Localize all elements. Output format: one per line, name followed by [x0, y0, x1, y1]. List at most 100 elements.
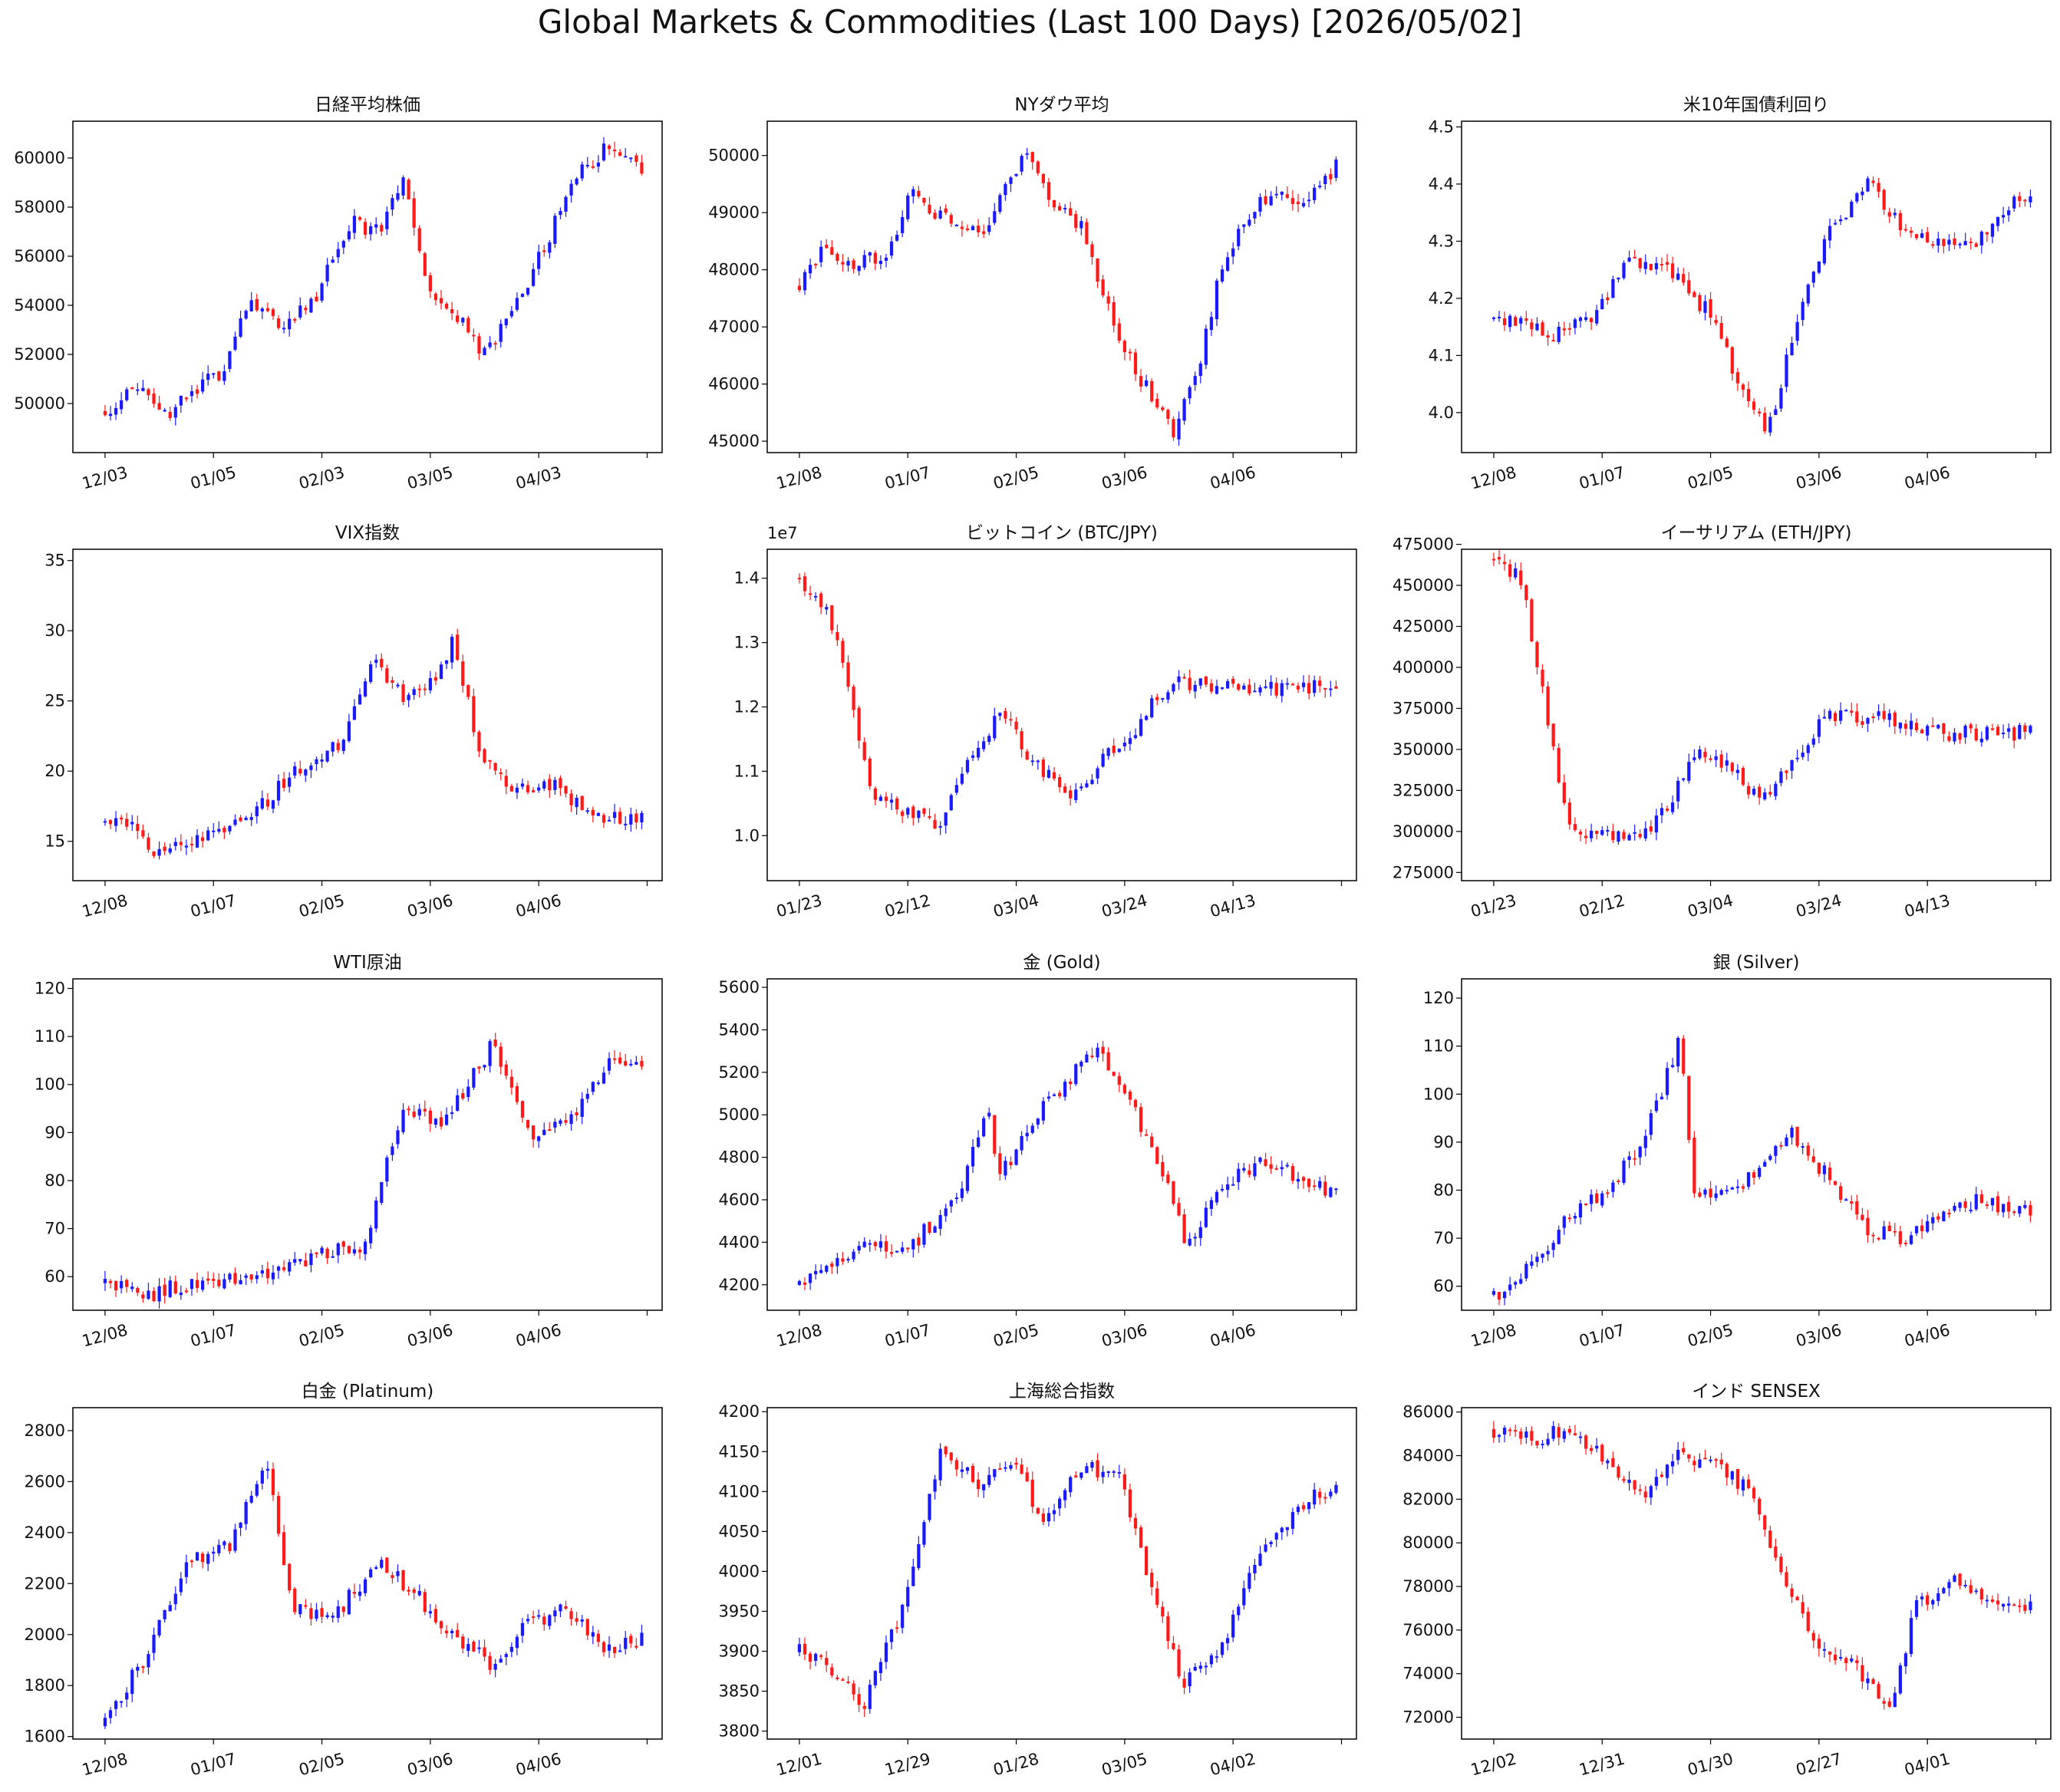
candle [1676, 1036, 1680, 1073]
candle [1052, 1092, 1056, 1097]
candle [1996, 724, 2000, 736]
candle [591, 160, 595, 170]
candle [938, 206, 942, 219]
candle [141, 824, 145, 839]
candle [488, 1039, 492, 1072]
candle [2018, 1599, 2022, 1613]
candle [1551, 1240, 1555, 1258]
candle [1112, 738, 1116, 757]
candle [195, 1551, 199, 1561]
candle [309, 1603, 313, 1626]
candle [444, 301, 449, 311]
candle [825, 1651, 829, 1672]
x-tick-label: 04/01 [1903, 1750, 1953, 1780]
candle [483, 748, 486, 765]
candle [407, 178, 410, 200]
y-tick-label: 4200 [719, 1276, 760, 1294]
candle [1958, 242, 1962, 249]
candle [1248, 1164, 1251, 1178]
x-tick-label: 04/06 [1903, 463, 1953, 493]
candle [325, 1612, 329, 1619]
candle [493, 1659, 497, 1678]
candlestick-chart: イーサリアム (ETH/JPY) 275000 300000 325000 350000… [1393, 523, 2052, 921]
candle [1633, 1150, 1636, 1166]
y-tick-label: 375000 [1393, 699, 1454, 717]
candle [369, 1224, 373, 1249]
candle [1758, 1497, 1762, 1521]
candle [830, 1261, 834, 1274]
candle [596, 155, 601, 173]
candle [1128, 731, 1132, 751]
y-tick-label: 2000 [25, 1626, 65, 1644]
candle [591, 806, 595, 823]
candle [1057, 1496, 1062, 1517]
candle [1004, 182, 1007, 201]
candle [1567, 798, 1571, 830]
y-tick-label: 78000 [1402, 1577, 1454, 1596]
candle [1687, 753, 1691, 784]
candle [1258, 1156, 1262, 1164]
candle [1887, 1698, 1891, 1708]
candle [309, 763, 313, 779]
candle [1524, 311, 1528, 325]
y-tick-label: 1.1 [734, 762, 760, 780]
candle [895, 230, 899, 242]
candle [1497, 1434, 1501, 1443]
candle [1139, 713, 1143, 737]
candle [200, 832, 205, 848]
candle [797, 1280, 802, 1286]
candle [868, 252, 872, 262]
candle [1215, 679, 1219, 695]
candle [1567, 1425, 1571, 1435]
y-tick-label: 4150 [719, 1442, 760, 1461]
candle [1193, 680, 1197, 699]
candle [1595, 305, 1599, 326]
candle [1025, 749, 1029, 761]
candle [531, 786, 536, 793]
candle [200, 1276, 205, 1293]
candle [895, 1250, 899, 1253]
candle [1953, 1202, 1956, 1213]
candle [1817, 1162, 1821, 1178]
candle [1725, 336, 1729, 348]
plot-frame [1461, 548, 2052, 881]
candle [1264, 1538, 1267, 1553]
candle [1215, 1189, 1219, 1206]
candle [233, 1267, 237, 1286]
candle [1926, 227, 1930, 244]
candle [1041, 1508, 1046, 1526]
candle [1931, 1598, 1935, 1609]
candle [906, 1247, 910, 1253]
candle [1611, 1451, 1615, 1468]
candle [2012, 1603, 2016, 1606]
candle [200, 371, 205, 394]
candle [1046, 765, 1051, 779]
candle [1258, 684, 1262, 697]
candle [1122, 736, 1126, 752]
candle [108, 1279, 113, 1289]
candle [949, 1199, 953, 1214]
candle [846, 257, 850, 272]
candle [1627, 1151, 1631, 1168]
candle [1551, 333, 1555, 342]
candle [407, 1586, 410, 1596]
candle [1069, 1475, 1073, 1497]
candle [2023, 1598, 2027, 1614]
candle [1046, 178, 1051, 207]
candle [564, 786, 568, 798]
candle [1209, 679, 1214, 694]
candle [450, 301, 454, 321]
candle [1557, 321, 1561, 344]
candle [965, 224, 970, 232]
candle [1811, 733, 1815, 748]
candle [1768, 784, 1772, 798]
candle [1617, 1178, 1620, 1185]
x-tick-label: 02/12 [883, 891, 933, 921]
candle [1009, 1156, 1013, 1170]
candle [1833, 1647, 1838, 1665]
candle [1806, 283, 1810, 307]
candle [1198, 678, 1202, 690]
candle [808, 1652, 812, 1670]
candle [1085, 1051, 1089, 1063]
candle [808, 1273, 812, 1290]
